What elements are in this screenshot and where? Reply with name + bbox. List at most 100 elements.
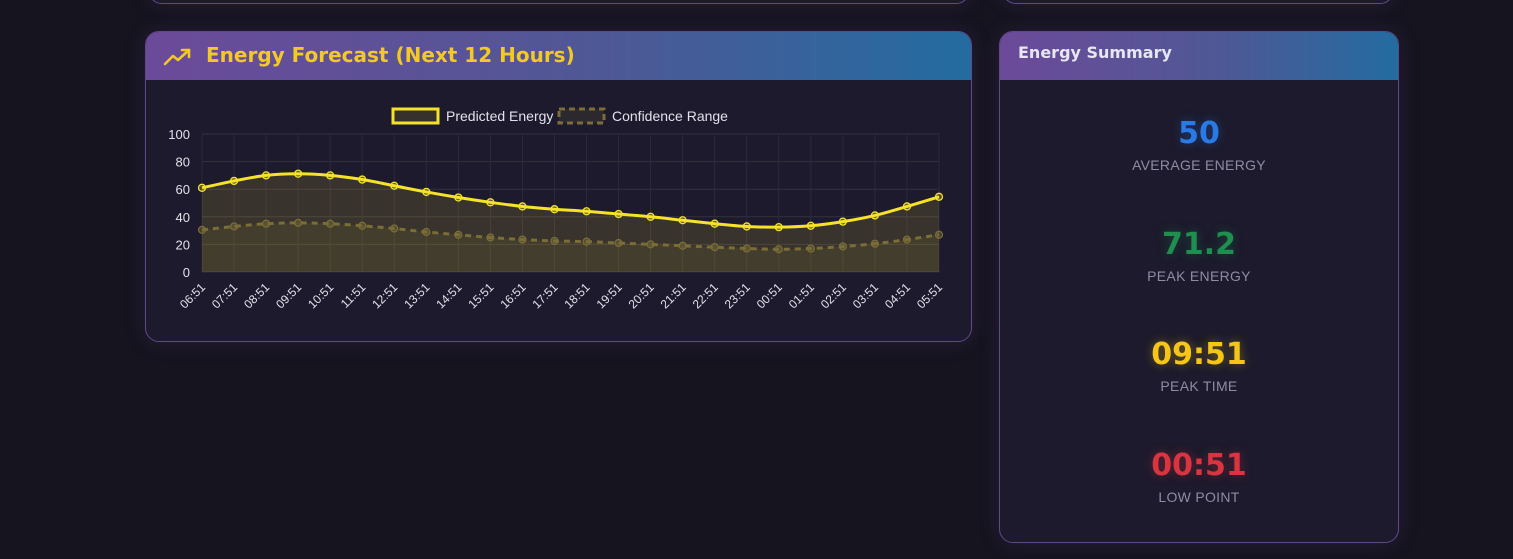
stat-value: 09:51 <box>1151 337 1247 372</box>
predicted-energy-point <box>293 169 303 178</box>
confidence-range-point <box>902 235 912 244</box>
x-tick-label: 09:51 <box>273 280 304 311</box>
confidence-range-point <box>934 230 944 239</box>
confidence-range-point <box>838 242 847 251</box>
x-tick-label: 13:51 <box>401 280 432 311</box>
x-tick-label: 06:51 <box>177 280 208 311</box>
predicted-energy-point <box>422 187 431 197</box>
y-tick-label: 0 <box>183 265 190 280</box>
predicted-energy-point <box>934 192 944 201</box>
x-tick-label: 20:51 <box>626 280 657 311</box>
x-tick-label: 18:51 <box>562 280 593 311</box>
confidence-range-point <box>582 237 591 246</box>
energy-forecast-chart: 0 20 40 60 80 100 06:51 07:51 08:51 09:51 10:51 11:… <box>168 107 945 311</box>
predicted-energy-point <box>710 219 719 228</box>
predicted-energy-point <box>774 222 783 232</box>
confidence-range-point <box>614 238 623 248</box>
predicted-energy-point <box>229 176 239 186</box>
confidence-range-point <box>197 225 207 235</box>
stat-low-point: 00:51 LOW POINT <box>1000 448 1398 505</box>
confidence-range-line <box>201 221 940 251</box>
y-tick-label: 80 <box>176 155 190 170</box>
confidence-range-point <box>390 224 399 233</box>
predicted-energy-point <box>261 171 271 180</box>
predicted-energy-point <box>390 181 399 190</box>
predicted-energy-point <box>582 207 591 216</box>
predicted-energy-point <box>358 175 367 184</box>
confidence-range-point <box>486 233 495 242</box>
predicted-energy-point <box>806 221 815 230</box>
predicted-energy-point <box>486 198 495 207</box>
confidence-range-point <box>550 236 559 246</box>
predicted-energy-point <box>838 217 848 226</box>
x-tick-label: 10:51 <box>305 280 336 311</box>
top-card-left-edge <box>148 0 970 4</box>
x-tick-label: 14:51 <box>433 280 464 311</box>
stat-label: LOW POINT <box>1158 489 1240 505</box>
x-tick-label: 04:51 <box>882 280 913 311</box>
confidence-range-point <box>261 219 271 228</box>
forecast-card-title: Energy Forecast (Next 12 Hours) <box>206 43 575 67</box>
x-tick-label: 17:51 <box>529 280 560 311</box>
confidence-range-point <box>678 241 687 250</box>
legend-swatch-predicted-energy <box>391 107 440 125</box>
chart-legend: Predicted Energy Confidence Range <box>391 107 728 125</box>
x-tick-label: 15:51 <box>465 280 496 311</box>
confidence-range-area <box>202 222 939 272</box>
x-tick-label: 01:51 <box>786 280 817 311</box>
confidence-range-point <box>326 219 335 228</box>
confidence-range-point <box>358 221 367 230</box>
legend-label-confidence-range: Confidence Range <box>612 108 728 124</box>
confidence-range-point <box>742 244 751 253</box>
predicted-energy-point <box>326 171 335 180</box>
predicted-energy-point <box>197 183 207 192</box>
x-tick-label: 22:51 <box>690 280 721 311</box>
summary-card-header: Energy Summary <box>1000 32 1398 80</box>
legend-swatch-confidence-range <box>557 107 606 125</box>
stat-value: 71.2 <box>1161 227 1237 262</box>
legend-label-predicted-energy: Predicted Energy <box>446 108 553 124</box>
x-tick-label: 11:51 <box>338 280 369 311</box>
y-tick-label: 100 <box>168 127 190 142</box>
confidence-range-point <box>870 239 880 248</box>
confidence-range-point <box>710 243 719 252</box>
x-tick-label: 07:51 <box>209 280 240 311</box>
predicted-energy-point <box>454 193 463 202</box>
predicted-energy-point <box>902 202 912 211</box>
x-tick-label: 08:51 <box>241 280 272 311</box>
stat-value: 50 <box>1178 116 1220 151</box>
y-tick-label: 40 <box>176 210 190 225</box>
predicted-energy-line <box>201 172 940 229</box>
energy-forecast-card: Energy Forecast (Next 12 Hours) 0 20 40 60 8… <box>145 31 972 342</box>
summary-card-title: Energy Summary <box>1018 43 1172 62</box>
x-tick-label: 00:51 <box>754 280 785 311</box>
stat-label: PEAK TIME <box>1160 378 1238 394</box>
confidence-range-point <box>229 222 239 231</box>
top-card-right-edge <box>1002 0 1394 4</box>
x-tick-label: 16:51 <box>497 280 528 311</box>
confidence-range-point <box>518 235 527 244</box>
confidence-range-point <box>806 244 815 253</box>
predicted-energy-point <box>550 205 559 214</box>
trending-up-icon <box>163 48 191 66</box>
stat-peak-time: 09:51 PEAK TIME <box>1000 337 1398 394</box>
stat-value: 00:51 <box>1151 448 1247 483</box>
predicted-energy-point <box>870 211 880 220</box>
x-tick-label: 23:51 <box>722 280 753 311</box>
energy-summary-card: Energy Summary 50 AVERAGE ENERGY 71.2 PE… <box>999 31 1399 543</box>
forecast-card-header: Energy Forecast (Next 12 Hours) <box>146 32 971 80</box>
stat-peak-energy: 71.2 PEAK ENERGY <box>1000 227 1398 284</box>
x-tick-label: 03:51 <box>850 280 881 311</box>
stat-average-energy: 50 AVERAGE ENERGY <box>1000 116 1398 173</box>
y-tick-label: 20 <box>176 237 190 252</box>
stat-label: AVERAGE ENERGY <box>1132 157 1266 173</box>
x-tick-label: 21:51 <box>658 280 689 311</box>
predicted-energy-point <box>742 222 751 231</box>
x-tick-label: 02:51 <box>818 280 849 311</box>
y-tick-label: 60 <box>176 182 190 197</box>
x-tick-label: 12:51 <box>369 280 400 311</box>
confidence-range-point <box>646 240 655 249</box>
predicted-energy-point <box>518 202 527 211</box>
confidence-range-point <box>294 218 303 227</box>
predicted-energy-point <box>678 216 687 225</box>
